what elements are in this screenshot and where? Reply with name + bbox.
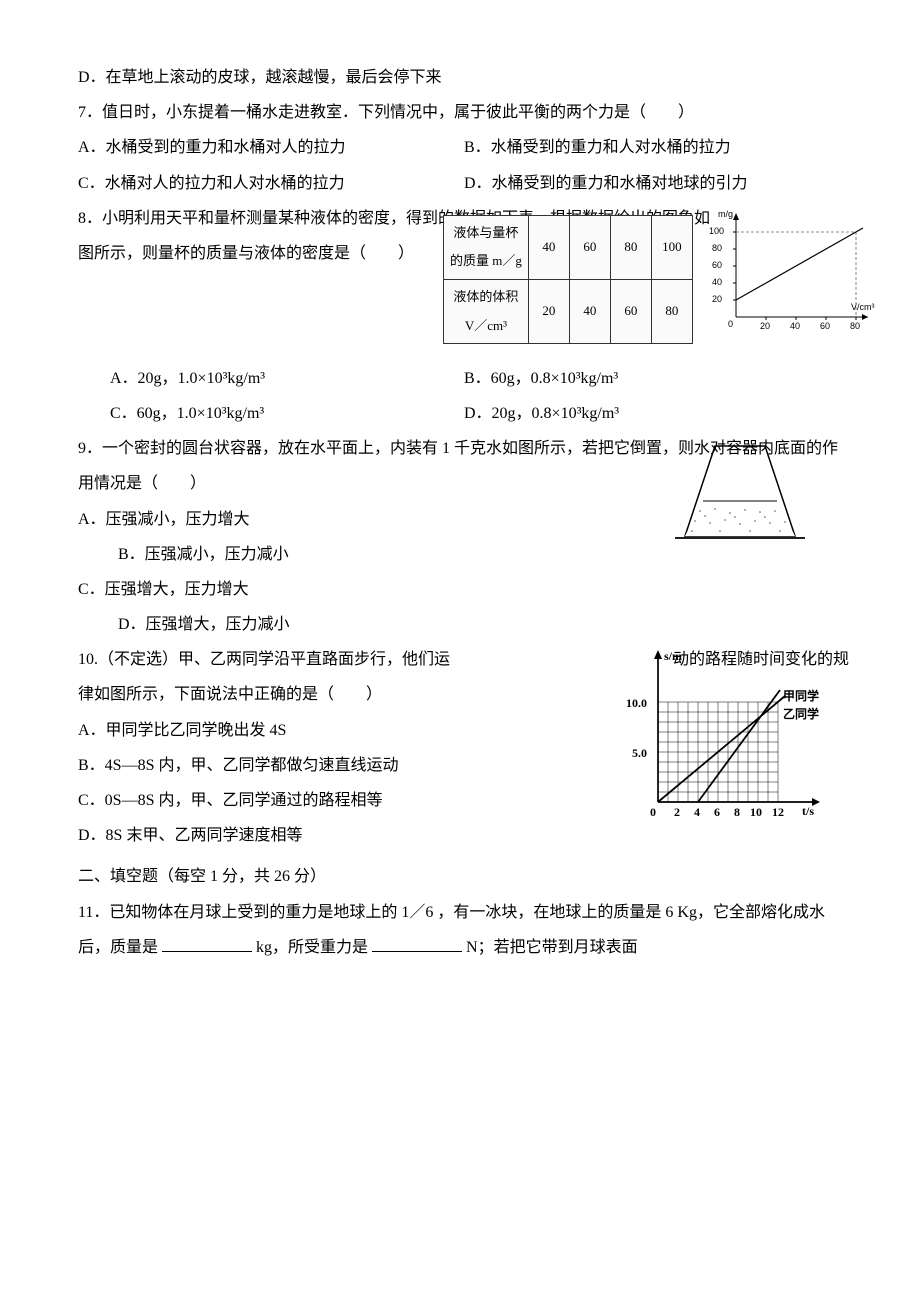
q10-xtick-4: 4 — [694, 805, 700, 819]
q11-blank-2[interactable] — [372, 935, 462, 952]
q9-choice-d: D．压强增大，压力减小 — [78, 607, 850, 642]
q8-row1-label: 液体与量杯 的质量 m／g — [444, 215, 529, 279]
q9-container-figure — [670, 431, 810, 551]
q10-ytick-5: 5.0 — [632, 746, 647, 760]
q7-row-cd: C．水桶对人的拉力和人对水桶的拉力 D．水桶受到的重力和水桶对地球的引力 — [78, 166, 850, 201]
q7-choice-b: B．水桶受到的重力和人对水桶的拉力 — [464, 130, 850, 165]
q8-ytick-20: 20 — [712, 294, 722, 304]
q8-mass-2: 80 — [610, 215, 651, 279]
q7-choice-c: C．水桶对人的拉力和人对水桶的拉力 — [78, 166, 464, 201]
q10-area: 10.（不定选）甲、乙两同学沿平直路面步行，他们运 动的路程随时间变化的规律如图… — [78, 642, 850, 853]
q10-y-label: s/m — [664, 649, 682, 663]
q8-data-table: 液体与量杯 的质量 m／g 40 60 80 100 液体的体积 V／cm³ 2… — [443, 215, 693, 344]
q6-choice-d: D．在草地上滚动的皮球，越滚越慢，最后会停下来 — [78, 60, 850, 95]
q8-ytick-80: 80 — [712, 243, 722, 253]
q10-x-label: t/s — [802, 804, 814, 818]
q9-choice-c: C．压强增大，压力增大 — [78, 572, 850, 607]
q8-row-cd: C．60g，1.0×10³kg/m³ D．20g，0.8×10³kg/m³ — [78, 396, 850, 431]
q8-mv-graph: 20 40 60 80 100 20 40 60 80 0 m/g V/cm³ — [708, 207, 878, 332]
q7-choice-d: D．水桶受到的重力和水桶对地球的引力 — [464, 166, 850, 201]
q10-xtick-12: 12 — [772, 805, 784, 819]
q9-area: 9．一个密封的圆台状容器，放在水平面上，内装有 1 千克水如图所示，若把它倒置，… — [78, 431, 850, 642]
q8-vol-1: 40 — [569, 279, 610, 343]
q10-xtick-10: 10 — [750, 805, 762, 819]
q8-area: 8．小明利用天平和量杯测量某种液体的密度，得到的数据如下表，根据数据绘出的图象如… — [78, 201, 850, 361]
q10-ytick-10: 10.0 — [626, 696, 647, 710]
q8-choice-b: B．60g，0.8×10³kg/m³ — [464, 361, 850, 396]
q8-xtick-80: 80 — [850, 321, 860, 331]
q10-choice-d: D．8S 末甲、乙两同学速度相等 — [78, 818, 850, 853]
q8-mass-1: 60 — [569, 215, 610, 279]
q10-xtick-2: 2 — [674, 805, 680, 819]
q8-xtick-60: 60 — [820, 321, 830, 331]
q11-blank-1[interactable] — [162, 935, 252, 952]
q11-post: N；若把它带到月球表面 — [466, 939, 638, 956]
q11-mid: kg，所受重力是 — [256, 939, 368, 956]
q11-line: 11．已知物体在月球上受到的重力是地球上的 1／6 ，有一冰块，在地球上的质量是… — [78, 895, 850, 965]
q8-ytick-60: 60 — [712, 260, 722, 270]
q8-vol-2: 60 — [610, 279, 651, 343]
q8-x-label: V/cm³ — [851, 302, 875, 312]
q8-choice-d: D．20g，0.8×10³kg/m³ — [464, 396, 850, 431]
q8-xtick-40: 40 — [790, 321, 800, 331]
q8-mass-3: 100 — [651, 215, 692, 279]
q8-y-label: m/g — [718, 209, 733, 219]
q10-legend-jia: 甲同学 — [783, 688, 819, 703]
q10-xtick-0: 0 — [650, 805, 656, 819]
q10-xtick-6: 6 — [714, 805, 720, 819]
q8-row-ab: A．20g，1.0×10³kg/m³ B．60g，0.8×10³kg/m³ — [78, 361, 850, 396]
q7-choice-a: A．水桶受到的重力和水桶对人的拉力 — [78, 130, 464, 165]
q7-stem: 7．值日时，小东提着一桶水走进教室．下列情况中，属于彼此平衡的两个力是（ ） — [78, 95, 850, 130]
q8-origin-zero: 0 — [728, 319, 733, 329]
section2-title: 二、填空题（每空 1 分，共 26 分） — [78, 859, 850, 894]
q8-ytick-40: 40 — [712, 277, 722, 287]
q8-vol-0: 20 — [528, 279, 569, 343]
q8-row2-label: 液体的体积 V／cm³ — [444, 279, 529, 343]
q8-vol-3: 80 — [651, 279, 692, 343]
q10-stem-pre: 10.（不定选）甲、乙两同学沿平直路面步行，他们运 — [78, 651, 450, 668]
q8-choice-a: A．20g，1.0×10³kg/m³ — [78, 361, 464, 396]
q10-legend-yi: 乙同学 — [783, 706, 819, 721]
q10-st-graph: s/m t/s 10.0 5.0 0 2 4 6 8 10 12 甲同学 乙同学 — [620, 642, 830, 822]
q10-xtick-8: 8 — [734, 805, 740, 819]
q8-xtick-20: 20 — [760, 321, 770, 331]
q8-choice-c: C．60g，1.0×10³kg/m³ — [78, 396, 464, 431]
q7-row-ab: A．水桶受到的重力和水桶对人的拉力 B．水桶受到的重力和人对水桶的拉力 — [78, 130, 850, 165]
q8-mass-0: 40 — [528, 215, 569, 279]
q8-ytick-100: 100 — [709, 226, 724, 236]
